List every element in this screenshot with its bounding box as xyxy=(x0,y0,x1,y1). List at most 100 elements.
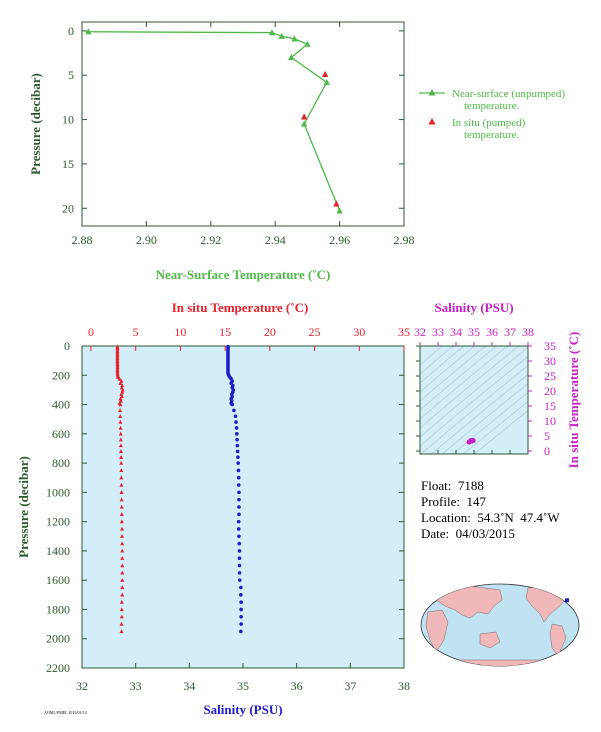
density-isoline xyxy=(420,374,529,455)
near-surface-y-tick-label: 20 xyxy=(62,201,74,215)
legend-label-unpumped-1: Near-surface (unpumped) xyxy=(452,88,565,100)
temperature-point xyxy=(119,629,124,634)
temperature-point xyxy=(120,563,125,568)
profile-date: Date: 04/03/2015 xyxy=(421,526,515,541)
profile-salinity-tick-label: 33 xyxy=(130,679,142,693)
profile-salinity-tick-label: 38 xyxy=(398,679,410,693)
unpumped-temperature-point xyxy=(268,29,276,36)
temperature-point xyxy=(120,592,125,597)
salinity-point xyxy=(237,505,241,509)
near-surface-y-tick-label: 10 xyxy=(62,113,74,127)
temperature-point xyxy=(118,443,123,448)
ts-salinity-tick-label: 38 xyxy=(522,325,534,339)
footer-text: AOML/PMEL 2015/01/14 xyxy=(44,710,87,715)
temperature-point xyxy=(118,419,123,424)
temperature-point xyxy=(119,519,124,524)
temperature-point xyxy=(118,408,122,413)
profile-pressure-tick-label: 800 xyxy=(52,456,70,470)
ts-temperature-tick-label: 5 xyxy=(544,429,550,443)
temperature-point xyxy=(119,490,124,495)
temperature-point xyxy=(119,512,124,516)
temperature-point xyxy=(118,402,123,407)
profile-salinity-series xyxy=(226,344,243,634)
near-surface-panel: 2.88 2.90 2.92 2.94 2.96 2.98 0 5 10 15 20 Near-S… xyxy=(28,21,565,282)
salinity-point xyxy=(233,414,238,419)
temperature-point xyxy=(118,425,123,430)
profile-temperature-tick-label: 30 xyxy=(353,325,365,339)
unpumped-temperature-point xyxy=(301,120,308,127)
near-surface-y-tick-label: 15 xyxy=(62,157,74,171)
ts-points xyxy=(466,438,476,445)
salinity-point xyxy=(236,475,241,480)
salinity-point xyxy=(237,578,242,582)
salinity-point xyxy=(235,449,240,454)
temperature-point xyxy=(120,585,125,590)
float-location-marker xyxy=(565,598,569,603)
near-surface-legend: Near-surface (unpumped) temperature. In … xyxy=(419,88,565,141)
temperature-point xyxy=(119,607,124,612)
temperature-point xyxy=(120,541,125,546)
density-isoline xyxy=(419,365,529,455)
unpumped-temperature-point xyxy=(304,40,311,47)
salinity-point xyxy=(237,534,241,539)
temperature-point xyxy=(118,396,123,401)
salinity-point xyxy=(237,541,242,546)
profile-pressure-tick-label: 1400 xyxy=(46,544,70,558)
temperature-point xyxy=(120,570,125,575)
profile-salinity-tick-label: 35 xyxy=(237,679,249,693)
salinity-point xyxy=(239,614,243,619)
salinity-point xyxy=(237,497,241,502)
temperature-point xyxy=(118,437,123,442)
profile-salinity-tick-label: 34 xyxy=(183,679,195,693)
ts-salinity-tick-label: 36 xyxy=(486,325,498,339)
salinity-point xyxy=(235,437,239,442)
unpumped-temperature-point xyxy=(323,78,330,85)
salinity-point xyxy=(237,571,242,575)
ts-x-axis-label: Salinity (PSU) xyxy=(434,300,513,315)
profile-pressure-tick-label: 0 xyxy=(64,339,70,353)
profile-salinity-tick-label: 37 xyxy=(344,679,356,693)
ts-salinity-ticks: 32 33 34 35 36 37 38 xyxy=(414,325,534,454)
land-africa xyxy=(425,609,449,653)
profile-pressure-tick-label: 1200 xyxy=(46,515,70,529)
land-australia xyxy=(479,631,501,649)
ts-temperature-tick-label: 35 xyxy=(544,339,556,353)
profile-pressure-tick-label: 400 xyxy=(52,398,70,412)
profile-temperature-tick-label: 5 xyxy=(133,325,139,339)
salinity-point xyxy=(235,432,239,436)
profile-temperature-tick-label: 0 xyxy=(88,325,94,339)
salinity-point xyxy=(234,426,239,430)
salinity-point xyxy=(236,483,241,487)
near-surface-x-tick-label: 2.98 xyxy=(394,233,415,247)
temperature-point xyxy=(120,534,125,538)
salinity-point xyxy=(236,519,241,524)
unpumped-temperature-point xyxy=(85,28,92,35)
salinity-point xyxy=(232,408,236,413)
profile-pressure-tick-label: 1800 xyxy=(46,602,70,616)
ts-temperature-tick-label: 10 xyxy=(544,414,556,428)
density-isoline xyxy=(419,345,528,429)
temperature-point xyxy=(120,556,125,560)
temperature-point xyxy=(117,376,122,381)
profile-pressure-tick-label: 1600 xyxy=(46,573,70,587)
float-info: Float: 7188 Profile: 147 Location: 54.3˚… xyxy=(421,478,560,542)
salinity-point xyxy=(239,585,243,590)
legend-label-pumped-2: temperature. xyxy=(464,129,520,141)
temperature-point xyxy=(120,526,124,531)
unpumped-temperature-point xyxy=(278,32,285,39)
temperature-point xyxy=(118,414,123,418)
legend-marker-unpumped xyxy=(428,89,436,96)
profile-bottom-axis-label: Salinity (PSU) xyxy=(203,702,282,717)
salinity-point xyxy=(237,490,241,495)
near-surface-x-tick-label: 2.92 xyxy=(200,233,221,247)
near-surface-y-tick-label: 5 xyxy=(68,68,74,82)
temperature-point xyxy=(119,475,124,480)
profile-pressure-tick-label: 2000 xyxy=(46,632,70,646)
unpumped-temperature-point xyxy=(336,207,343,214)
salinity-point xyxy=(230,402,235,407)
pumped-temperature-point xyxy=(321,70,329,77)
ts-temperature-tick-label: 25 xyxy=(544,369,556,383)
